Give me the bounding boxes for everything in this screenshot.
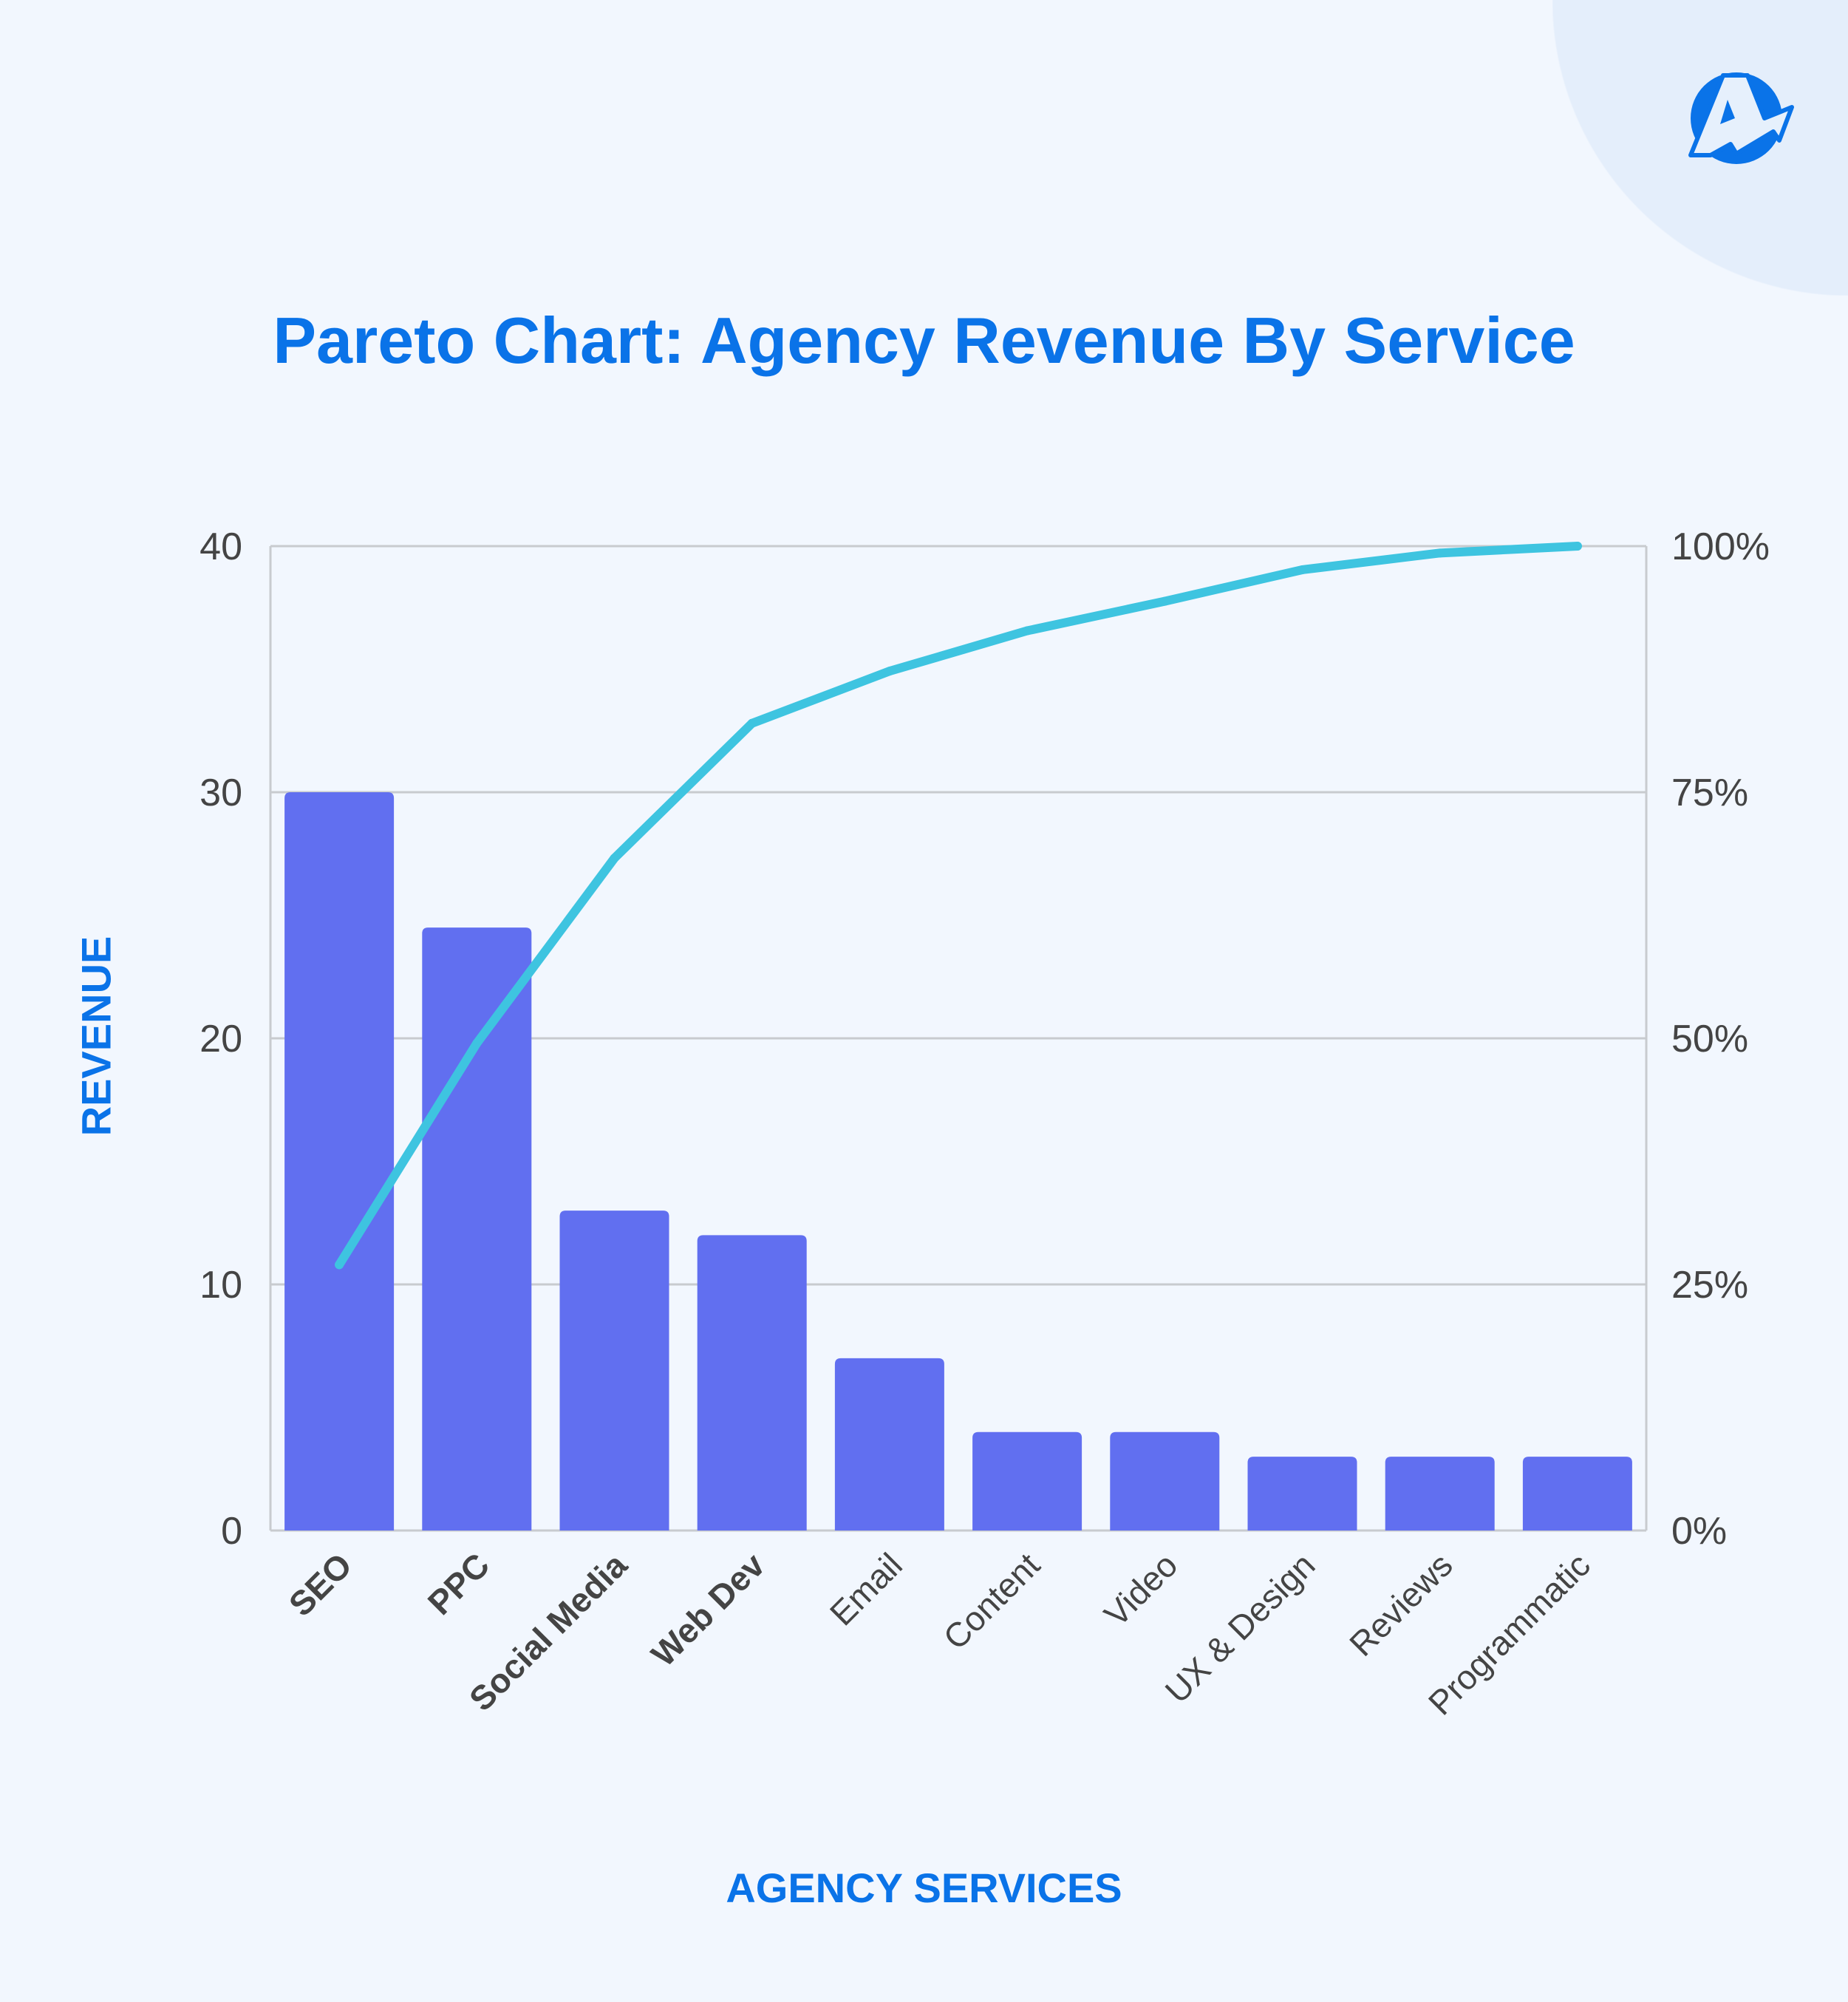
x-tick-label: Content — [935, 1545, 1047, 1657]
y-tick-label: 10 — [200, 1264, 242, 1307]
y2-tick-label: 100% — [1671, 525, 1770, 568]
bar-web-dev — [697, 1235, 807, 1531]
cumulative-point-9 — [1572, 542, 1582, 551]
cumulative-point-8 — [1435, 548, 1445, 558]
x-tick-label: Email — [822, 1545, 910, 1632]
chart-title: Pareto Chart: Agency Revenue By Service — [273, 304, 1575, 377]
x-tick-label: SEO — [282, 1545, 359, 1623]
bar-ux-design — [1247, 1457, 1357, 1531]
cumulative-point-4 — [884, 667, 894, 676]
bar-seo — [284, 792, 395, 1531]
cumulative-point-3 — [747, 718, 757, 728]
bar-content — [972, 1431, 1082, 1531]
bar-social-media — [559, 1211, 669, 1531]
x-tick-label: Video — [1097, 1545, 1184, 1633]
y-tick-label: 0 — [221, 1510, 242, 1553]
y-tick-label: 20 — [200, 1018, 242, 1060]
bar-email — [834, 1358, 944, 1531]
y-tick-label: 40 — [200, 525, 242, 568]
x-axis-title: AGENCY SERVICES — [726, 1865, 1122, 1911]
y2-tick-label: 75% — [1671, 772, 1748, 814]
bar-programmatic — [1522, 1457, 1632, 1531]
y2-tick-label: 25% — [1671, 1264, 1748, 1307]
cumulative-point-1 — [472, 1038, 482, 1048]
x-tick-label: Reviews — [1342, 1545, 1460, 1664]
bar-video — [1110, 1431, 1220, 1531]
agency-logo-icon — [1688, 72, 1794, 164]
cumulative-point-2 — [610, 854, 619, 863]
cumulative-point-5 — [1023, 626, 1032, 636]
cumulative-point-7 — [1298, 565, 1307, 574]
cumulative-percent-line — [335, 542, 1582, 1270]
y2-tick-label: 0% — [1671, 1510, 1727, 1553]
x-tick-label: PPC — [420, 1545, 497, 1622]
y2-tick-label: 50% — [1671, 1018, 1748, 1060]
bar-ppc — [422, 927, 532, 1531]
x-tick-label: Web Dev — [644, 1545, 772, 1674]
bar-reviews — [1385, 1457, 1495, 1531]
cumulative-point-6 — [1160, 596, 1170, 606]
y-tick-label: 30 — [200, 772, 242, 814]
cumulative-point-0 — [335, 1260, 344, 1270]
